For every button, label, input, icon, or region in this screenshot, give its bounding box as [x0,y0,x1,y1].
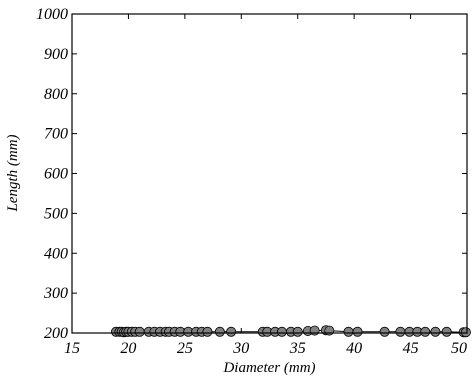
y-tick-label: 900 [44,46,68,63]
data-point [343,326,354,337]
data-point [441,326,452,337]
data-points [111,325,471,338]
y-tick-label: 600 [44,166,68,183]
axes-frame [71,13,468,334]
data-point [460,327,471,338]
data-point [276,326,287,337]
x-tick-label: 25 [177,340,193,357]
x-tick-label: 45 [403,340,419,357]
data-point [430,326,441,337]
data-point [379,326,390,337]
data-point [309,325,320,336]
data-point [324,325,335,336]
y-axis-title: Length (mm) [5,134,21,212]
y-tick-label: 500 [44,205,68,222]
data-point [202,326,213,337]
y-tick-label: 700 [44,126,68,143]
x-tick-label: 15 [64,340,80,357]
data-point [352,326,363,337]
data-point [226,326,237,337]
x-tick-labels: 15 20 25 30 35 40 45 50 [64,340,467,357]
y-tick-label: 1000 [36,6,68,23]
data-point [214,326,225,337]
y-tick-labels: 200 300 400 500 600 700 800 900 1000 [36,6,68,342]
y-tick-label: 800 [44,86,68,103]
y-tick-label: 300 [43,285,68,302]
data-point [292,326,303,337]
x-tick-label: 50 [451,340,467,357]
x-tick-label: 35 [289,340,306,357]
x-tick-label: 30 [232,340,249,357]
y-tick-label: 400 [44,245,68,262]
x-tick-label: 20 [120,340,136,357]
data-point [134,326,145,337]
data-point [420,326,431,337]
data-point [395,326,406,337]
x-tick-label: 40 [346,340,362,357]
y-tick-label: 200 [44,325,68,342]
x-axis-title: Diameter (mm) [222,360,315,376]
plot-area [72,14,467,333]
